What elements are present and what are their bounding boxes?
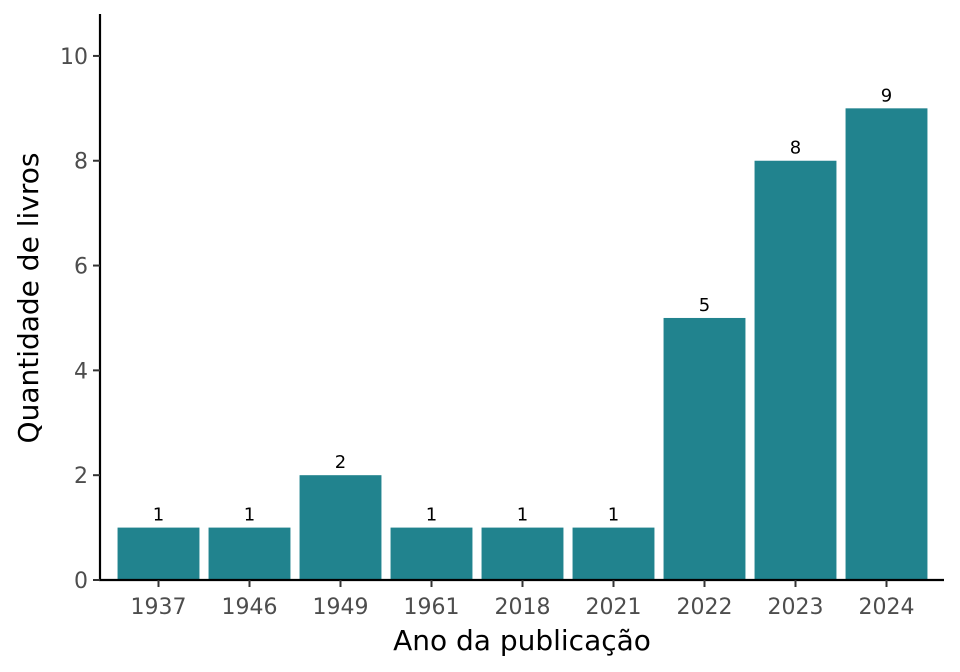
x-tick-label-1961: 1961	[404, 595, 460, 620]
x-axis-ticks: 1937 1946 1949 1961 2018 2021 2022 2023 2024	[131, 580, 915, 620]
bar-2023	[754, 160, 837, 581]
bar-2018	[481, 527, 564, 580]
y-tick-label-6: 6	[74, 255, 88, 280]
y-tick-label-10: 10	[60, 45, 88, 70]
bar-2021	[572, 527, 655, 580]
bar-1949	[299, 475, 382, 580]
x-tick-label-2023: 2023	[768, 595, 824, 620]
data-label-1937: 1	[153, 505, 164, 526]
x-axis-title: Ano da publicação	[393, 624, 651, 657]
bar-2022	[663, 317, 746, 580]
y-axis-ticks: 0 2 4 6 8 10	[60, 45, 100, 594]
data-label-1949: 2	[335, 452, 346, 473]
data-label-2022: 5	[699, 295, 710, 316]
x-tick-label-1949: 1949	[313, 595, 369, 620]
bar-2024	[845, 108, 928, 580]
y-tick-label-0: 0	[74, 569, 88, 594]
bar-1946	[208, 527, 291, 580]
x-tick-label-2021: 2021	[586, 595, 642, 620]
data-label-2021: 1	[608, 505, 619, 526]
y-tick-label-8: 8	[74, 150, 88, 175]
y-axis-title: Quantidade de livros	[12, 153, 45, 444]
x-tick-label-1946: 1946	[222, 595, 278, 620]
data-label-2018: 1	[517, 505, 528, 526]
x-tick-label-2022: 2022	[677, 595, 733, 620]
data-label-1961: 1	[426, 505, 437, 526]
y-tick-label-2: 2	[74, 464, 88, 489]
x-tick-label-1937: 1937	[131, 595, 187, 620]
x-tick-label-2018: 2018	[495, 595, 551, 620]
bars-group	[117, 108, 928, 581]
data-label-1946: 1	[244, 505, 255, 526]
data-labels-group: 1 1 2 1 1 1 5 8 9	[153, 85, 892, 525]
data-label-2023: 8	[790, 138, 801, 159]
bar-1937	[117, 527, 200, 580]
bar-1961	[390, 527, 473, 580]
data-label-2024: 9	[881, 85, 892, 106]
y-tick-label-4: 4	[74, 359, 88, 384]
x-tick-label-2024: 2024	[859, 595, 915, 620]
